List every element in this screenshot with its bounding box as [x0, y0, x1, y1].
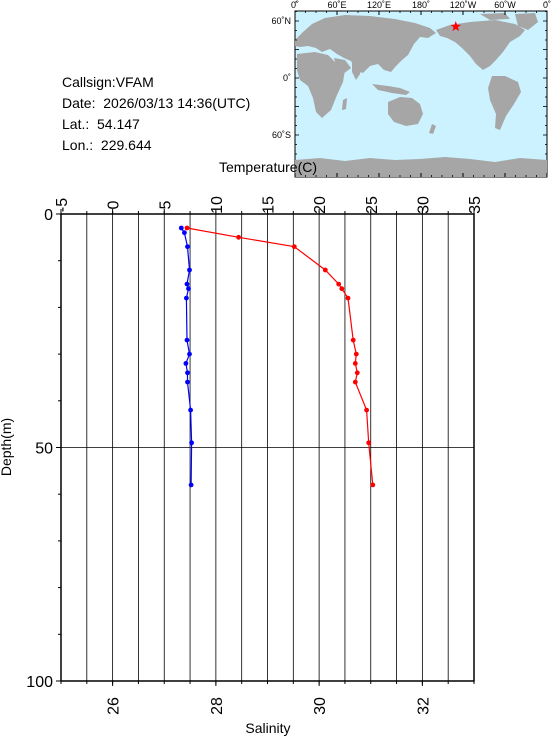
chart-series	[178, 225, 376, 488]
chart-grid	[61, 214, 474, 681]
map-land	[295, 13, 547, 177]
land-japan	[401, 44, 410, 56]
salinity-tick-label: 26	[106, 697, 123, 715]
salinity-data-point	[184, 337, 190, 343]
temperature-tick-label: -5	[54, 198, 71, 212]
map-lat-tick-label: 60˚S	[272, 130, 291, 140]
temperature-data-point	[236, 234, 242, 240]
world-map: 0˚ 60˚E 120˚E 180˚ 120˚W 60˚W 0˚ 60˚N0˚60˚S	[271, 0, 551, 178]
temperature-data-point	[366, 440, 372, 446]
salinity-data-point	[185, 379, 190, 385]
longitude-text: Lon.: 229.644	[62, 137, 152, 153]
land-south-america	[488, 76, 521, 130]
map-lat-tick-labels: 60˚N 0˚ 60˚S	[271, 16, 291, 140]
map-lat-tick-label: 0˚	[283, 73, 291, 83]
station-marker-icon	[450, 21, 461, 32]
temperature-data-point	[339, 286, 345, 292]
land-india	[352, 62, 362, 80]
salinity-data-point	[185, 370, 190, 376]
map-top-tick-label: 120˚W	[450, 0, 477, 10]
depth-tick-label: 100	[26, 674, 53, 691]
land-antarctica	[295, 157, 547, 177]
map-lat-tick-label: 60˚N	[271, 16, 291, 26]
land-greenland	[515, 13, 538, 30]
salinity-data-point	[178, 225, 184, 231]
salinity-data-point	[183, 361, 189, 366]
salinity-data-point	[185, 244, 190, 250]
salinity-data-point	[186, 286, 191, 292]
salinity-data-point	[188, 482, 194, 488]
temperature-tick-label: 20	[312, 196, 329, 214]
temperature-tick-labels: -5 0 5 10 15 20 25 30 35	[54, 196, 484, 214]
temperature-data-point	[184, 225, 190, 231]
salinity-data-point	[187, 267, 192, 273]
salinity-data-point	[184, 281, 190, 287]
temperature-data-point	[352, 379, 358, 385]
temperature-tick-label: 35	[467, 196, 484, 214]
temperature-data-point	[354, 370, 360, 376]
salinity-tick-labels: 26 28 30 32	[60, 681, 475, 715]
map-frame-ticks	[294, 1, 548, 177]
map-top-tick-label: 120˚E	[367, 0, 391, 10]
plot-frame	[60, 213, 475, 682]
temperature-data-point	[291, 244, 297, 250]
temperature-data-point	[352, 361, 358, 366]
temperature-tick-label: 30	[415, 196, 432, 214]
land-madagascar	[342, 98, 347, 110]
land-africa	[297, 52, 345, 118]
temperature-data-point	[364, 407, 369, 413]
salinity-tick-label: 32	[415, 697, 432, 715]
map-top-tick-label: 0˚	[543, 0, 551, 10]
land-north-america	[436, 20, 525, 70]
salinity-axis-label: Salinity	[245, 720, 290, 736]
land-arabia	[334, 58, 351, 74]
profile-chart: Temperature(C) -5 0 5 10 15 20 25 30 35 26 28 30 32…	[0, 159, 484, 736]
map-top-tick-label: 60˚W	[494, 0, 516, 10]
map-top-tick-label: 60˚E	[327, 0, 346, 10]
land-arctic-islands	[480, 13, 510, 20]
salinity-tick-label: 28	[209, 697, 226, 715]
temperature-data-point	[370, 482, 376, 488]
map-top-tick-labels: 0˚ 60˚E 120˚E 180˚ 120˚W 60˚W 0˚	[291, 0, 551, 10]
map-top-tick-label: 0˚	[291, 0, 299, 10]
salinity-data-point	[187, 351, 192, 357]
depth-tick-labels: 0 50 100	[26, 207, 61, 691]
date-text: Date: 2026/03/13 14:36(UTC)	[62, 95, 251, 111]
salinity-data-point	[182, 230, 187, 236]
latitude-text: Lat.: 54.147	[62, 116, 140, 132]
callsign-text: Callsign:VFAM	[62, 74, 154, 90]
depth-tick-label: 50	[35, 441, 53, 458]
salinity-data-point	[189, 440, 195, 446]
temperature-data-point	[345, 295, 351, 301]
land-eurasia	[295, 15, 436, 73]
temperature-data-point	[336, 281, 342, 287]
temperature-data-point	[350, 337, 356, 343]
temperature-tick-label: 25	[364, 196, 381, 214]
salinity-data-point	[188, 407, 194, 413]
temperature-tick-label: 10	[209, 196, 226, 214]
land-indonesia	[372, 84, 410, 95]
land-new-zealand	[429, 124, 436, 134]
temperature-axis-label: Temperature(C)	[219, 159, 317, 175]
temperature-tick-label: 0	[106, 200, 123, 209]
temperature-data-point	[353, 351, 359, 357]
temperature-tick-label: 5	[157, 200, 174, 209]
depth-tick-label: 0	[44, 207, 53, 224]
salinity-data-point	[184, 295, 189, 301]
land-australia	[388, 97, 423, 126]
depth-axis-label: Depth(m)	[0, 418, 14, 476]
temperature-data-point	[322, 267, 328, 273]
map-top-tick-label: 180˚	[412, 0, 430, 10]
temperature-tick-label: 15	[261, 196, 278, 214]
salinity-tick-label: 30	[312, 697, 329, 715]
